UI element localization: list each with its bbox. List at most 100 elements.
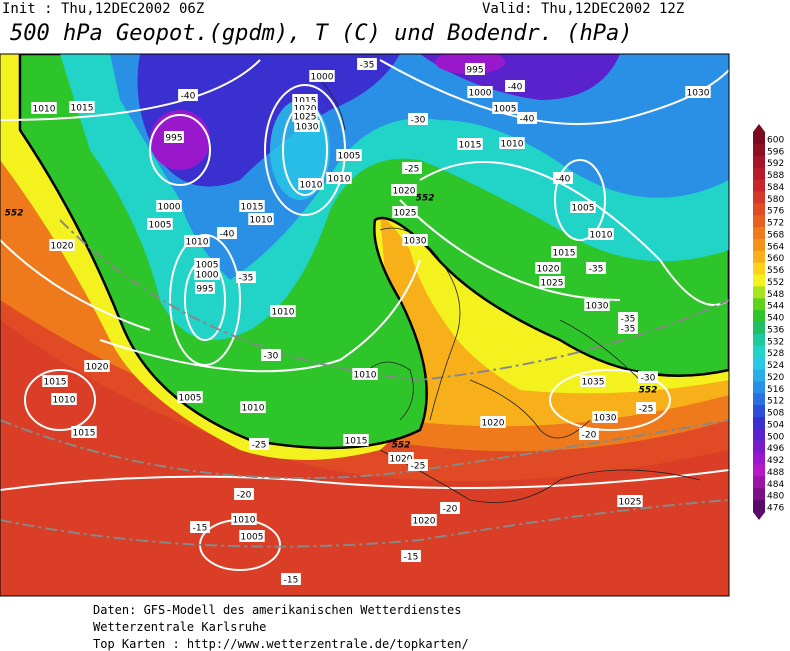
isobar-label: 1000 (196, 271, 219, 281)
isobar-label: 1020 (294, 105, 317, 115)
label-box (401, 550, 421, 562)
isobar-label: 1025 (619, 498, 642, 508)
isobar-label: 1025 (541, 279, 564, 289)
height-label: 552 (392, 441, 411, 451)
isobar-label: 1010 (501, 140, 524, 150)
colorbar-label: 576 (767, 207, 784, 217)
colorbar-cell (753, 274, 765, 287)
isobar-label: 1005 (572, 204, 595, 214)
isobar-label: -40 (220, 230, 235, 240)
label-box (49, 239, 75, 251)
colorbar-cell (753, 179, 765, 192)
label-box (618, 322, 638, 334)
isobar-label: -35 (589, 265, 604, 275)
isotherms (0, 219, 729, 548)
isobar-label: -35 (621, 325, 636, 335)
colorbar-cell (753, 155, 765, 169)
isobar-label: -15 (193, 524, 208, 534)
isobar-label: -30 (641, 374, 656, 384)
isobar-label: 1010 (33, 105, 56, 115)
label-box (584, 299, 610, 311)
label-box (588, 228, 614, 240)
label-box (636, 402, 656, 414)
colorbar-cell (753, 417, 765, 430)
map-title: 500 hPa Geopot.(gpdm), T (C) und Bodendr… (10, 21, 633, 46)
label-box (194, 258, 220, 270)
isobar-label: -40 (508, 83, 523, 93)
colorbar-label: 496 (767, 444, 784, 454)
isobar-label: 1015 (294, 97, 317, 107)
label-box (617, 495, 643, 507)
label-box (391, 184, 417, 196)
label-box (292, 110, 318, 122)
isobar-label: -35 (621, 315, 636, 325)
isobar-label: 1010 (233, 516, 256, 526)
colorbar-cell (753, 333, 765, 347)
isobar-label: 1015 (71, 104, 94, 114)
label-box (178, 89, 198, 101)
isobar-label: -35 (360, 61, 375, 71)
label-box (343, 434, 369, 446)
label-box (388, 452, 414, 464)
isobar-label: 1010 (186, 238, 209, 248)
label-box (517, 112, 537, 124)
label-box (352, 368, 378, 380)
isobar-label: 1030 (594, 414, 617, 424)
colorbar-label: 588 (767, 171, 784, 181)
label-box (190, 521, 210, 533)
isobar-label: -30 (264, 352, 279, 362)
colorbar-cell (753, 238, 765, 252)
colorbar-cell (753, 262, 765, 275)
isobar-label: 1025 (294, 113, 317, 123)
colorbar-label: 596 (767, 147, 784, 157)
label-box (457, 138, 483, 150)
label-box (184, 235, 210, 247)
isobar-label: -35 (239, 274, 254, 284)
colorbar-cell (753, 393, 765, 406)
isobar-label: 1030 (404, 237, 427, 247)
label-box (592, 411, 618, 423)
colorbar-label: 504 (767, 420, 784, 430)
colorbar-cell (753, 476, 765, 489)
isobar-label: 1010 (250, 216, 273, 226)
label-box (240, 401, 266, 413)
label-box (326, 172, 352, 184)
colorbar-label: 516 (767, 385, 784, 395)
colorbar-cell (753, 452, 765, 465)
field-red (0, 320, 729, 596)
colorbar-label: 532 (767, 337, 784, 347)
colorbar-cell (753, 357, 765, 370)
colorbar-label: 544 (767, 302, 784, 312)
label-box (194, 268, 220, 280)
label-box (553, 172, 573, 184)
colorbar-label: 548 (767, 290, 784, 300)
isobar-label: -40 (181, 92, 196, 102)
isobar-label: 995 (466, 66, 483, 76)
label-box (499, 137, 525, 149)
label-box (239, 200, 265, 212)
isobar-label: -25 (639, 405, 654, 415)
isobar-label: 1015 (73, 429, 96, 439)
label-box (579, 428, 599, 440)
isobar-label: 1010 (354, 371, 377, 381)
colorbar-label: 536 (767, 325, 784, 335)
colorbar-label: 480 (767, 492, 784, 502)
colorbar-label: 512 (767, 397, 784, 407)
label-box (261, 349, 281, 361)
colorbar-label: 492 (767, 456, 784, 466)
colorbar-cell (753, 215, 765, 228)
colorbar-label: 476 (767, 504, 784, 514)
label-box (480, 416, 506, 428)
colorbar-cap (753, 512, 765, 520)
colorbar-cell (753, 310, 765, 323)
label-box (217, 227, 237, 239)
label-box (440, 502, 460, 514)
colorbar-label: 508 (767, 409, 784, 419)
colorbar-cell (753, 132, 765, 145)
isobar-label: 1020 (537, 265, 560, 275)
label-box (685, 86, 711, 98)
colorbar-label: 584 (767, 183, 784, 193)
isobar-label: 1005 (149, 221, 172, 231)
isobar-label: 1015 (459, 141, 482, 151)
